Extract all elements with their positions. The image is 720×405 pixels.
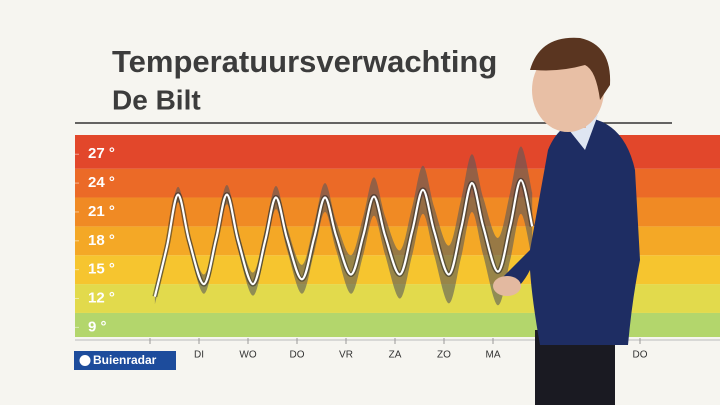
x-tick-label: DI (194, 350, 204, 361)
logo-text: Buienradar (93, 353, 157, 367)
y-tick-label: 15 ° (88, 261, 115, 278)
y-tick-label: 21 ° (88, 203, 115, 220)
uncertainty-band (154, 146, 533, 306)
x-tick-label: MA (486, 350, 501, 361)
logo-icon (79, 355, 91, 366)
temperature-line (153, 179, 534, 297)
y-tick-label: 18 ° (88, 232, 115, 249)
x-tick-label: WO (239, 350, 256, 361)
chart-title: Temperatuursverwachting (112, 44, 497, 79)
x-tick-label: DO (290, 350, 305, 361)
presenter-hair (530, 37, 611, 100)
y-tick-label: 24 ° (88, 174, 115, 191)
y-tick-label: 9 ° (88, 318, 107, 335)
x-tick-label: DO (633, 350, 648, 361)
x-tick-label: ZO (437, 350, 451, 361)
presenter (493, 37, 640, 405)
logo: Buienradar (74, 351, 176, 370)
presenter-hands (493, 276, 521, 296)
x-tick-label: VR (339, 350, 353, 361)
chart-subtitle: De Bilt (112, 84, 201, 115)
logo-box (74, 351, 176, 370)
x-tick-label: ZA (389, 350, 402, 361)
presenter-suit (495, 118, 640, 345)
y-tick-label: 12 ° (88, 289, 115, 306)
y-tick-label: 27 ° (88, 145, 115, 162)
